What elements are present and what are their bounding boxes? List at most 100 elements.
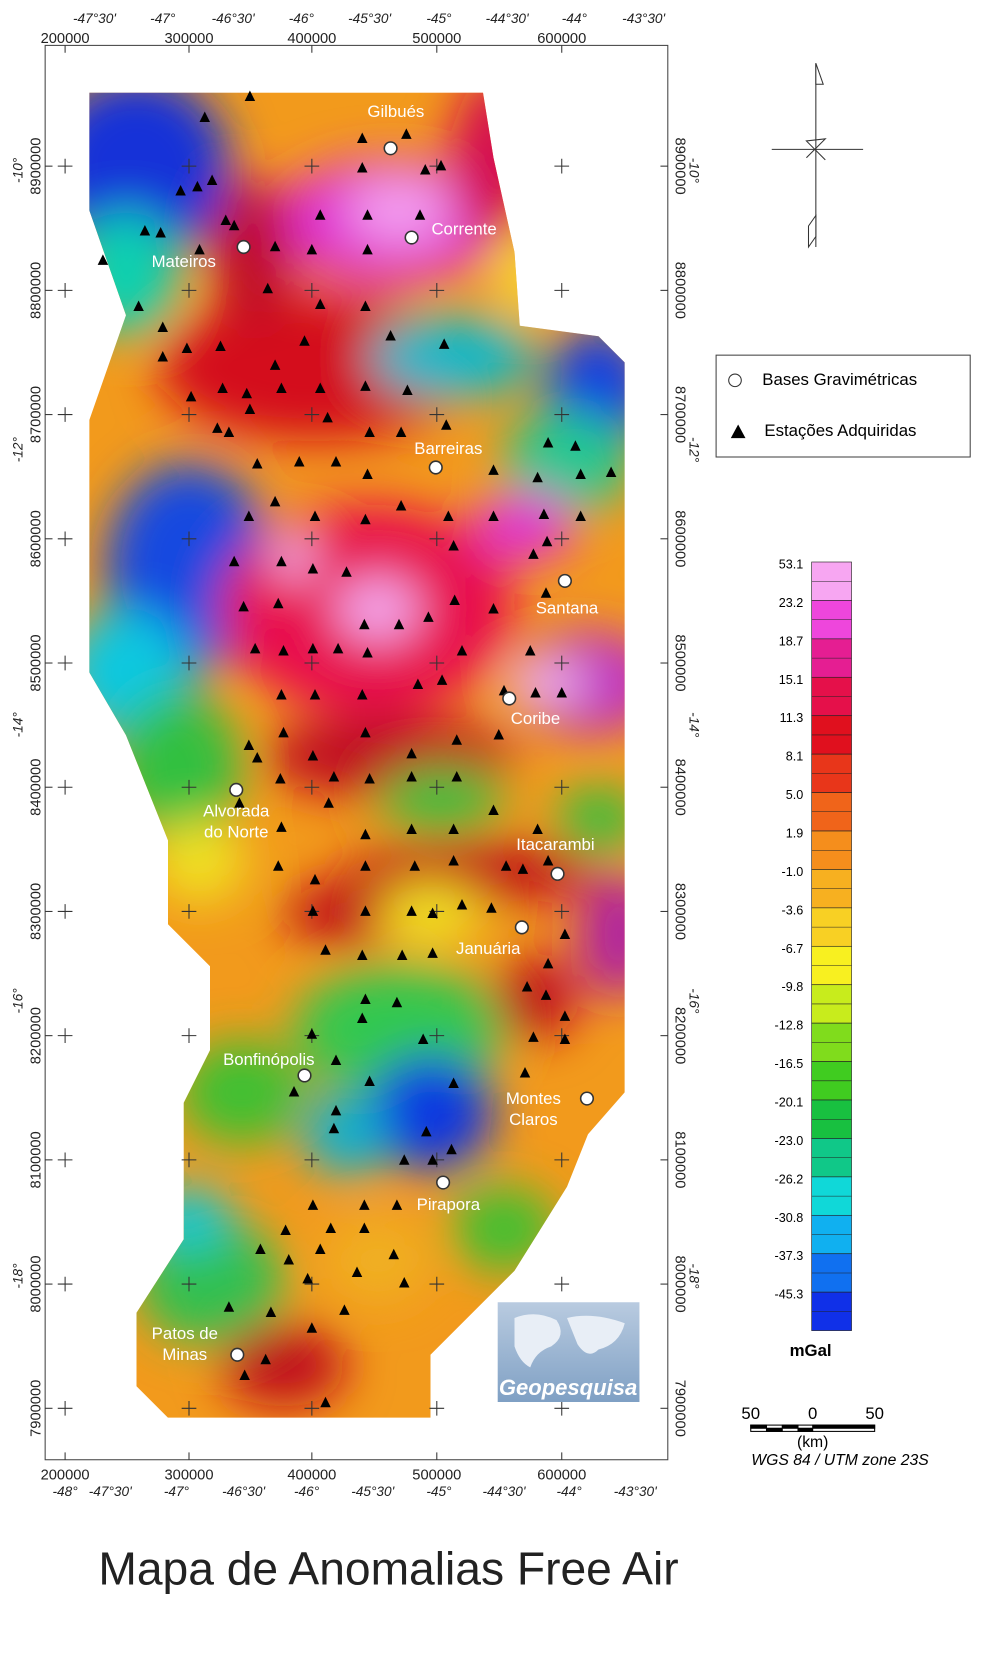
station [391,1199,403,1210]
right-latitude: -18° [686,1263,701,1289]
station [362,209,373,220]
base-station [502,691,517,706]
left-northing: 8500000 [29,634,45,691]
station [360,726,371,738]
station [456,899,468,910]
station [421,1125,432,1137]
station [212,422,223,433]
grid-cross [304,283,320,298]
colorbar-label: 1.9 [786,826,804,840]
grid-cross [304,1152,320,1168]
north-arrow [771,63,864,249]
right-latitude: -10° [686,158,701,184]
city-label: do Norte [204,822,268,841]
grid-cross [429,531,445,547]
station [391,996,403,1008]
station [332,642,344,654]
top-easting: 300000 [164,31,213,47]
station [175,185,186,196]
station [239,1369,250,1380]
colorbar-label: -16.5 [775,1057,804,1071]
station [252,752,263,763]
station [362,468,373,480]
station [427,907,438,918]
city-label: Itacarambi [516,835,594,854]
base-station [436,1175,451,1190]
station [223,426,235,438]
bottom-longitude: -45° [426,1484,452,1499]
station [155,227,166,238]
bottom-easting: 400000 [287,1467,336,1483]
station [357,949,368,960]
station [325,1222,336,1233]
legend-base-symbol [728,373,742,388]
page-title: Mapa de Anomalias Free Air [98,1542,678,1594]
station [306,1322,318,1333]
bottom-longitude: -43°30' [614,1484,657,1499]
left-northing: 8000000 [29,1255,45,1312]
station [276,821,287,832]
city-label: Claros [509,1110,557,1129]
bottom-longitude: -46° [294,1484,320,1499]
station [351,1266,363,1278]
colorbar-label: -23.0 [775,1134,804,1148]
top-longitude: -46° [289,11,315,26]
station [360,380,371,391]
station [364,1075,375,1086]
grid-cross [181,1276,197,1292]
city-label: Januária [456,939,521,958]
colorbar-label: 15.1 [779,673,804,687]
grid-cross [429,1400,445,1416]
station [446,1143,457,1155]
grid-cross [57,1400,73,1416]
top-longitude: -44°30' [486,11,529,26]
colorbar-label: -30.8 [775,1211,804,1225]
station [541,535,553,547]
station [575,468,586,480]
station [215,340,226,351]
right-latitude: -16° [686,988,701,1014]
station [360,513,371,525]
grid-cross [57,1028,73,1044]
colorbar-label: 8.1 [786,750,804,764]
grid-cross [181,407,197,422]
station [360,860,371,871]
grid-cross [554,407,570,422]
top-longitude: -44° [562,11,588,26]
grid-cross [304,1276,320,1292]
top-longitude: -47° [150,11,176,26]
city-label: Pirapora [417,1195,481,1214]
station [488,602,499,614]
top-longitude: -45° [426,11,452,26]
station [396,949,408,960]
station [540,989,552,1000]
station [364,773,375,784]
right-northing: 8200000 [671,1007,687,1064]
grid-cross [57,158,73,174]
station [448,539,459,551]
base-station [297,1068,312,1083]
station [605,466,617,477]
station [420,164,431,175]
station [448,823,459,834]
top-easting: 500000 [412,31,461,47]
station [427,1154,438,1165]
station [385,329,396,341]
station [575,510,586,522]
station [194,243,205,255]
grid-cross [181,158,197,174]
station [406,770,417,782]
left-northing: 8200000 [29,1007,45,1064]
grid-cross [304,655,320,671]
base-station [404,230,419,245]
grid-cross [57,655,73,671]
station [357,161,368,173]
base-station [579,1091,595,1106]
station [330,455,342,467]
colorbar-label: -6.7 [782,942,804,956]
grid-cross [57,531,73,547]
station [362,243,373,255]
colorbar-label: -1.0 [782,865,804,879]
station [486,902,497,913]
